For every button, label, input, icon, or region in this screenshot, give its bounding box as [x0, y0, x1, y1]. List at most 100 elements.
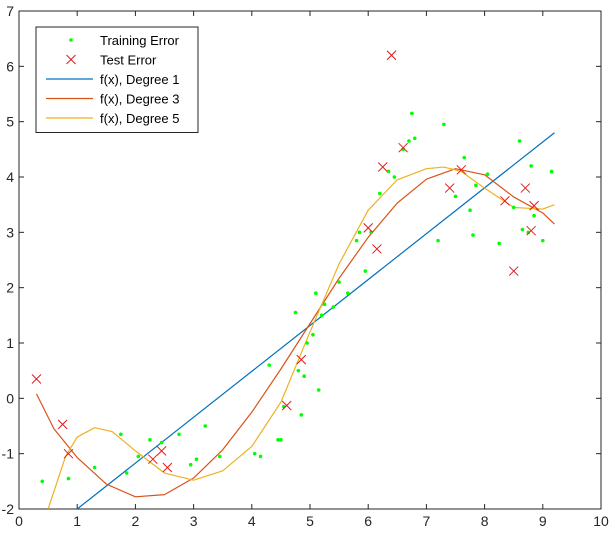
y-tick-label: 1	[6, 335, 14, 351]
training-error-point	[217, 454, 222, 459]
training-error-point	[66, 476, 71, 481]
training-error-point	[276, 438, 280, 442]
training-error-point	[124, 471, 129, 475]
training-error-point	[442, 122, 446, 127]
training-error-point	[319, 313, 324, 318]
training-error-point	[378, 191, 382, 196]
x-tick-label: 2	[132, 513, 140, 529]
legend-label: Test Error	[100, 53, 157, 68]
training-error-point	[299, 413, 304, 417]
training-error-point	[331, 305, 336, 309]
training-error-point	[293, 310, 298, 315]
test-error-point	[148, 454, 158, 465]
training-error-point	[549, 169, 554, 174]
test-error-marker-stroke	[156, 446, 167, 456]
points-layer	[31, 50, 554, 484]
training-error-point	[541, 238, 545, 243]
x-tick-label: 0	[15, 513, 23, 529]
test-error-marker-stroke	[529, 200, 539, 211]
training-error-point	[316, 388, 321, 392]
training-error-point	[517, 139, 522, 143]
test-error-marker-stroke	[372, 244, 382, 254]
training-error-point	[471, 233, 475, 237]
test-error-marker-stroke	[31, 374, 42, 384]
training-error-point	[436, 238, 440, 243]
y-tick-label: 4	[6, 169, 14, 185]
training-error-point	[462, 155, 467, 160]
x-tick-label: 3	[190, 513, 198, 529]
training-error-point	[267, 363, 272, 367]
training-error-point	[92, 465, 97, 470]
training-error-point	[40, 479, 45, 484]
training-error-point	[474, 183, 478, 188]
test-error-marker-stroke	[456, 164, 467, 175]
test-error-point	[377, 162, 388, 172]
x-tick-label: 6	[364, 513, 372, 529]
test-error-point	[529, 200, 539, 211]
training-error-point	[322, 302, 327, 307]
test-error-marker-stroke	[398, 142, 408, 153]
training-error-point	[148, 438, 152, 442]
training-error-point	[252, 451, 257, 456]
training-error-point	[346, 291, 350, 296]
y-tick-label: 6	[6, 58, 14, 74]
training-error-point	[258, 454, 263, 459]
test-error-point	[520, 183, 531, 193]
training-error-point	[357, 230, 362, 235]
training-error-point	[532, 213, 536, 218]
series-line-3	[35, 168, 555, 498]
x-tick-label: 1	[73, 513, 81, 529]
test-error-point	[386, 50, 397, 61]
training-error-point	[337, 280, 341, 284]
training-error-point	[468, 208, 472, 212]
training-error-point	[203, 424, 208, 428]
test-error-point	[500, 195, 510, 206]
test-error-marker-stroke	[296, 354, 307, 365]
test-error-marker-stroke	[500, 195, 510, 206]
training-error-point	[188, 462, 193, 467]
training-error-point	[194, 457, 199, 462]
test-error-point	[508, 266, 519, 276]
test-error-point	[372, 244, 382, 254]
test-error-marker-stroke	[386, 50, 397, 61]
test-error-marker-stroke	[526, 225, 537, 236]
y-tick-label: 7	[6, 3, 14, 19]
training-error-point	[410, 111, 414, 116]
training-error-point	[302, 374, 306, 379]
test-error-point	[57, 419, 68, 430]
training-error-point	[497, 241, 501, 246]
test-error-marker-stroke	[148, 454, 158, 465]
training-error-point	[386, 169, 391, 174]
test-error-point	[398, 142, 408, 153]
test-error-marker-stroke	[377, 162, 388, 172]
training-error-point	[407, 139, 411, 143]
legend-label: f(x), Degree 1	[100, 72, 179, 87]
series-line-4	[47, 166, 555, 509]
test-error-marker-stroke	[508, 266, 519, 276]
legend: Training Error Test Error f(x), Degree 1 f(…	[35, 26, 199, 133]
x-tick-label: 8	[481, 513, 489, 529]
x-tick-label: 7	[423, 513, 431, 529]
x-tick-label: 5	[306, 513, 314, 529]
test-error-marker-stroke	[63, 448, 74, 459]
test-error-point	[444, 183, 455, 193]
training-error-point	[392, 175, 397, 179]
training-error-point	[511, 205, 516, 210]
test-error-marker-stroke	[162, 462, 173, 473]
test-error-point	[162, 462, 173, 473]
test-error-marker-stroke	[444, 183, 455, 193]
training-error-point	[314, 291, 318, 296]
test-error-marker-stroke	[363, 223, 374, 233]
y-tick-label: 5	[6, 114, 14, 130]
y-tick-label: 0	[6, 390, 14, 406]
legend-swatch-dot	[69, 38, 73, 42]
x-tick-label: 10	[593, 513, 609, 529]
test-error-point	[363, 223, 374, 233]
legend-label: f(x), Degree 5	[100, 111, 179, 126]
test-error-point	[296, 354, 307, 365]
y-tick-label: -2	[2, 501, 15, 517]
test-error-point	[281, 400, 292, 411]
training-error-point	[363, 269, 368, 273]
